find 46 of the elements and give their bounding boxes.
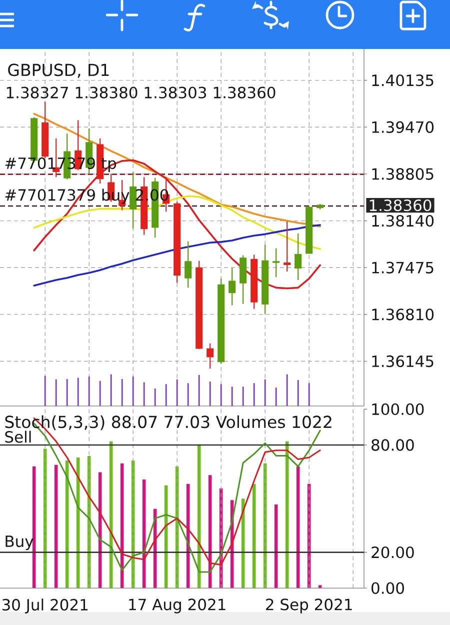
candlestick bbox=[218, 278, 225, 364]
y-tick-label: 1.38140 bbox=[372, 214, 434, 227]
candlestick bbox=[294, 232, 302, 280]
candlestick bbox=[316, 203, 324, 210]
bar bbox=[274, 504, 278, 588]
bar bbox=[208, 475, 212, 588]
candlestick bbox=[206, 342, 214, 370]
bar bbox=[164, 485, 168, 588]
y-tick-label: 1.39470 bbox=[372, 121, 434, 134]
y-tick-label: 80.00 bbox=[372, 439, 414, 451]
candlestick bbox=[272, 248, 280, 278]
y-tick-label: 1.36145 bbox=[372, 355, 434, 368]
x-tick-label: 30 Jul 2021 bbox=[2, 598, 88, 614]
bar bbox=[263, 463, 267, 588]
ref-line-label: Sell bbox=[5, 430, 31, 443]
y-tick-label: 1.40135 bbox=[372, 74, 434, 86]
x-tick-label: 2 Sep 2021 bbox=[266, 598, 352, 614]
candlestick bbox=[184, 240, 192, 288]
y-tick-label: 1.38805 bbox=[372, 168, 434, 180]
text: 1.38327 1.38380 1.38303 1.38360 bbox=[6, 86, 276, 98]
x-tick-label: 17 Aug 2021 bbox=[129, 598, 226, 614]
y-tick-label: 1.36810 bbox=[372, 308, 434, 320]
bar bbox=[252, 484, 256, 588]
bar bbox=[241, 498, 245, 588]
candlestick bbox=[306, 205, 313, 254]
y-tick-label: 100.00 bbox=[372, 403, 424, 416]
bar bbox=[142, 480, 146, 588]
bar bbox=[296, 466, 300, 588]
candlestick bbox=[284, 220, 291, 272]
bar bbox=[307, 484, 311, 588]
bar bbox=[285, 441, 289, 588]
candlestick bbox=[174, 201, 181, 284]
text: GBPUSD, D1 bbox=[8, 64, 109, 78]
y-tick-label: 20.00 bbox=[372, 546, 414, 558]
candlestick bbox=[42, 101, 49, 159]
bar bbox=[186, 484, 190, 588]
y-tick-label: 1.37475 bbox=[372, 262, 434, 274]
y-tick-label: 0.00 bbox=[372, 582, 404, 594]
bar bbox=[153, 508, 157, 588]
candlestick bbox=[228, 267, 236, 306]
bar bbox=[197, 444, 201, 588]
candlestick bbox=[196, 260, 203, 350]
candlestick bbox=[240, 254, 247, 304]
text: 1.38360 bbox=[370, 199, 432, 212]
candlestick bbox=[262, 244, 269, 314]
candlestick bbox=[130, 172, 137, 230]
